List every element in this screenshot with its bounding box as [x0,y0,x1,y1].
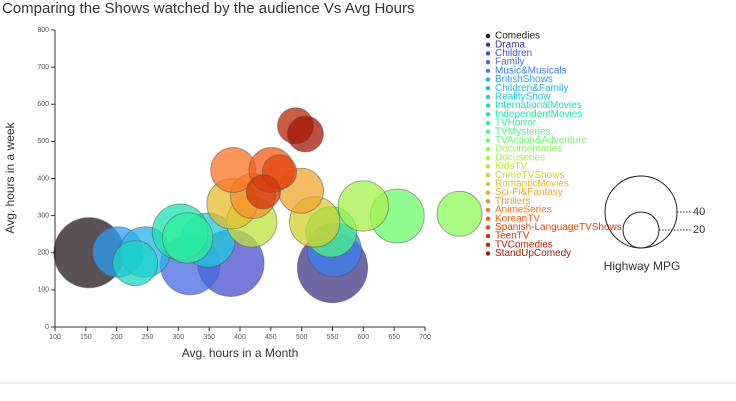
x-tick-label: 450 [265,334,277,341]
legend-label: InternationalMovies [495,100,582,111]
legend-swatch [485,103,491,108]
legend-swatch [485,146,491,152]
legend-swatch [485,164,491,169]
legend-swatch [485,42,491,47]
y-tick-label: 300 [37,212,49,219]
legend-swatch [485,112,491,117]
legend-swatch [485,94,491,100]
x-tick-label: 250 [142,334,154,341]
legend-label: Family [495,57,524,68]
legend-swatch [485,190,491,195]
bubble [436,190,483,237]
x-tick-label: 600 [357,334,369,341]
x-tick-label: 650 [388,334,400,341]
legend-label: Spanish-LanguageTVShows [495,222,622,233]
x-tick-label: 550 [327,334,339,341]
legend-swatch [485,59,491,65]
x-tick-label: 350 [203,334,215,341]
y-axis-label: Avg. hours in a week [3,121,17,233]
legend-swatch [485,199,491,204]
x-tick-label: 150 [80,334,92,341]
bubble [112,240,159,287]
legend-label: TVHorror [495,118,537,129]
legend-label: BritishShows [495,74,553,85]
legend-label: Music&Musicals [495,65,567,76]
legend-swatch [485,86,491,91]
x-tick-label: 400 [234,334,246,341]
size-legend-title: Highway MPG [604,259,681,273]
y-tick-label: 400 [37,175,49,182]
legend-label: TVAction&Adventure [495,135,588,146]
bubble [245,174,282,210]
x-axis-label: Avg. hours in a Month [182,346,299,360]
legend-swatch [485,242,491,247]
legend-label: RomanticMovies [495,179,569,190]
legend-label: Sci-Fi&Fantasy [495,187,563,198]
legend-swatch [485,120,491,126]
legend-label: KidsTV [495,161,528,172]
size-legend-label: 40 [693,206,705,218]
legend-swatch [485,77,491,82]
x-tick-label: 500 [296,334,308,341]
legend-label: Comedies [495,31,540,42]
legend-label: AnimeSeries [495,205,552,216]
legend-label: StandUpComedy [495,248,571,259]
legend-swatch [485,155,491,160]
x-tick-label: 100 [49,334,61,341]
legend-label: Thrillers [495,196,531,207]
legend-swatch [485,225,491,230]
legend-swatch [485,68,491,74]
legend-swatch [485,233,491,239]
legend-label: TVComedies [495,239,553,250]
legend-label: IndependentMovies [495,109,582,120]
legend-label: Children [495,48,532,59]
legend-label: Docuseries [495,152,545,163]
legend-swatch [485,173,491,178]
y-tick-label: 800 [37,27,49,34]
y-tick-label: 200 [37,250,49,257]
legend-swatch [485,216,491,221]
bubble [286,115,324,153]
legend-swatch [485,33,491,39]
legend-label: Children&Family [495,83,568,94]
legend-label: Documentaries [495,144,562,155]
legend-label: CrimeTVShows [495,170,564,181]
legend-swatch [485,129,491,134]
y-tick-label: 700 [37,64,49,71]
legend-label: TVMysteries [495,126,551,137]
bubble [337,180,390,232]
legend-swatch [485,138,491,143]
y-tick-label: 100 [37,287,49,294]
legend-swatch [485,51,491,56]
legend-label: KoreanTV [495,213,540,224]
y-tick-label: 500 [37,138,49,145]
legend-label: TeenTV [495,231,530,242]
size-legend-circle [622,211,660,249]
size-legend-label: 20 [693,224,705,236]
x-tick-label: 300 [172,334,184,341]
x-tick-label: 700 [419,334,431,341]
y-tick-label: 600 [37,101,49,108]
x-tick-label: 200 [111,334,123,341]
legend-swatch [485,251,491,256]
legend-label: Drama [495,39,525,50]
y-tick-label: 0 [45,324,49,331]
chart-title: Comparing the Shows watched by the audie… [2,0,414,17]
legend-swatch [485,181,491,187]
legend-label: RealityShow [495,92,551,103]
legend-swatch [485,207,491,213]
bubble [161,212,214,264]
